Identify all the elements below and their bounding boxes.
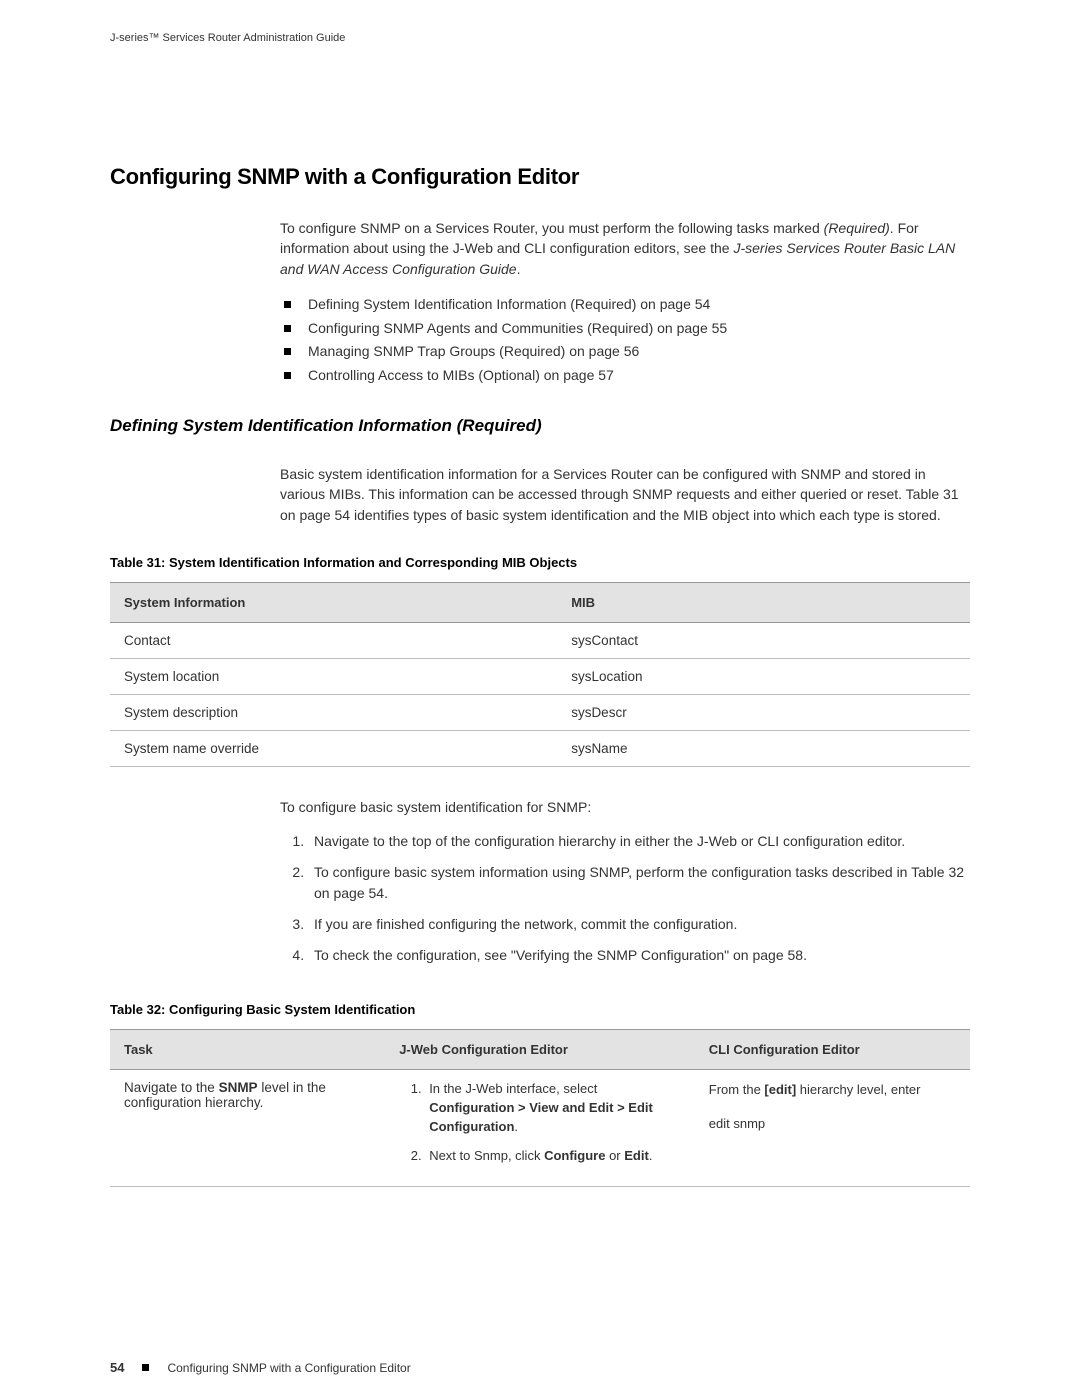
intro-text-pre: To configure SNMP on a Services Router, … bbox=[280, 220, 824, 236]
table31-cell: sysName bbox=[557, 730, 970, 766]
cli-command: edit snmp bbox=[709, 1114, 956, 1134]
table-row: System name override sysName bbox=[110, 730, 970, 766]
table32-task-cell: Navigate to the SNMP level in the config… bbox=[110, 1070, 385, 1186]
jweb-text: . bbox=[514, 1119, 518, 1134]
table31-cell: sysContact bbox=[557, 622, 970, 658]
table32-header: J-Web Configuration Editor bbox=[385, 1030, 695, 1070]
jweb-step: Next to Snmp, click Configure or Edit. bbox=[425, 1147, 681, 1166]
page-number: 54 bbox=[110, 1360, 124, 1375]
task-text-pre: Navigate to the bbox=[124, 1080, 219, 1095]
table31-header: MIB bbox=[557, 582, 970, 622]
table32-caption: Table 32: Configuring Basic System Ident… bbox=[110, 1002, 970, 1017]
jweb-text: In the J-Web interface, select bbox=[429, 1081, 597, 1096]
cli-text: From the bbox=[709, 1082, 765, 1097]
table31-header: System Information bbox=[110, 582, 557, 622]
bullet-item: Defining System Identification Informati… bbox=[280, 293, 970, 317]
table-31: System Information MIB Contact sysContac… bbox=[110, 582, 970, 767]
jweb-text: . bbox=[649, 1148, 653, 1163]
table31-caption: Table 31: System Identification Informat… bbox=[110, 555, 970, 570]
config-intro: To configure basic system identification… bbox=[280, 797, 970, 817]
intro-text-end: . bbox=[517, 261, 521, 277]
subsection-title: Defining System Identification Informati… bbox=[110, 416, 970, 436]
bullet-item: Managing SNMP Trap Groups (Required) on … bbox=[280, 340, 970, 364]
task-text-bold: SNMP bbox=[219, 1080, 258, 1095]
table31-cell: System name override bbox=[110, 730, 557, 766]
config-steps: Navigate to the top of the configuration… bbox=[280, 831, 970, 966]
jweb-step: In the J-Web interface, select Configura… bbox=[425, 1080, 681, 1137]
table31-cell: Contact bbox=[110, 622, 557, 658]
intro-required: (Required) bbox=[824, 220, 890, 236]
step-item: To configure basic system information us… bbox=[308, 862, 970, 904]
step-item: Navigate to the top of the configuration… bbox=[308, 831, 970, 852]
table-row: System description sysDescr bbox=[110, 694, 970, 730]
page-header: J-series™ Services Router Administration… bbox=[110, 32, 970, 44]
table-row: Navigate to the SNMP level in the config… bbox=[110, 1070, 970, 1186]
table-row: Contact sysContact bbox=[110, 622, 970, 658]
bullet-item: Configuring SNMP Agents and Communities … bbox=[280, 317, 970, 341]
table32-jweb-cell: In the J-Web interface, select Configura… bbox=[385, 1070, 695, 1186]
jweb-bold: Edit bbox=[624, 1148, 649, 1163]
table31-cell: System description bbox=[110, 694, 557, 730]
jweb-text: Next to Snmp, click bbox=[429, 1148, 544, 1163]
table31-cell: sysDescr bbox=[557, 694, 970, 730]
footer-square-icon bbox=[142, 1364, 149, 1371]
jweb-bold: Configuration > View and Edit > Edit Con… bbox=[429, 1100, 653, 1134]
jweb-bold: Configure bbox=[544, 1148, 605, 1163]
subsection-paragraph: Basic system identification information … bbox=[280, 464, 970, 525]
page-footer: 54 Configuring SNMP with a Configuration… bbox=[110, 1360, 411, 1375]
table-32: Task J-Web Configuration Editor CLI Conf… bbox=[110, 1029, 970, 1186]
table31-cell: sysLocation bbox=[557, 658, 970, 694]
bullet-item: Controlling Access to MIBs (Optional) on… bbox=[280, 364, 970, 388]
footer-text: Configuring SNMP with a Configuration Ed… bbox=[167, 1361, 410, 1375]
cli-text: hierarchy level, enter bbox=[796, 1082, 920, 1097]
section-title: Configuring SNMP with a Configuration Ed… bbox=[110, 164, 970, 190]
intro-paragraph: To configure SNMP on a Services Router, … bbox=[280, 218, 970, 279]
table32-header: Task bbox=[110, 1030, 385, 1070]
jweb-text: or bbox=[605, 1148, 624, 1163]
step-item: If you are finished configuring the netw… bbox=[308, 914, 970, 935]
table31-cell: System location bbox=[110, 658, 557, 694]
step-item: To check the configuration, see "Verifyi… bbox=[308, 945, 970, 966]
cli-bold: [edit] bbox=[764, 1082, 796, 1097]
table-row: System location sysLocation bbox=[110, 658, 970, 694]
table32-cli-cell: From the [edit] hierarchy level, enter e… bbox=[695, 1070, 970, 1186]
table32-header: CLI Configuration Editor bbox=[695, 1030, 970, 1070]
task-bullet-list: Defining System Identification Informati… bbox=[280, 293, 970, 388]
